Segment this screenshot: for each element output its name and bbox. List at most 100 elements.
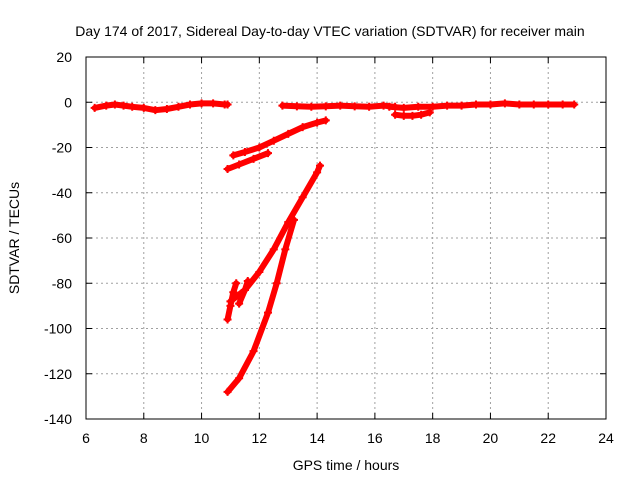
- x-tick-label: 10: [194, 430, 210, 446]
- data-point: [284, 129, 293, 138]
- data-point: [365, 102, 374, 111]
- data-point: [278, 101, 287, 110]
- data-point: [110, 100, 119, 109]
- data-point: [321, 116, 330, 125]
- y-tick-label: 0: [64, 94, 72, 110]
- x-tick-label: 16: [367, 430, 383, 446]
- data-point: [350, 102, 359, 111]
- axis-ticks: 6 8 10 12 14 16 18 20 22 24 20 0 -20 -40 -60 -80 -100 -12…: [44, 49, 614, 446]
- series-trace: [224, 150, 271, 172]
- x-tick-label: 14: [309, 430, 325, 446]
- x-tick-label: 18: [425, 430, 441, 446]
- x-tick-label: 22: [540, 430, 556, 446]
- y-tick-label: -100: [44, 321, 72, 337]
- data-series-8: [235, 276, 252, 308]
- data-point: [139, 103, 148, 112]
- data-point: [336, 101, 345, 110]
- data-point: [414, 102, 423, 111]
- data-point: [391, 110, 400, 119]
- data-point: [500, 99, 509, 108]
- data-point: [472, 100, 480, 109]
- data-point: [515, 100, 524, 109]
- data-point: [544, 100, 553, 109]
- data-point: [151, 106, 160, 115]
- x-tick-label: 20: [483, 430, 499, 446]
- data-point: [443, 101, 452, 110]
- data-point: [255, 143, 264, 152]
- data-point: [570, 100, 579, 109]
- data-point: [272, 279, 281, 288]
- data-point: [290, 215, 298, 224]
- data-point: [379, 101, 388, 110]
- data-point: [229, 151, 238, 160]
- data-series-1: [90, 99, 232, 115]
- data-point: [399, 111, 408, 120]
- y-tick-label: -60: [52, 230, 72, 246]
- data-series-5: [229, 116, 330, 160]
- y-tick-label: -140: [44, 411, 72, 427]
- data-point: [128, 102, 137, 111]
- data-point: [243, 276, 252, 285]
- data-point: [399, 103, 408, 112]
- data-point: [428, 102, 437, 111]
- data-point: [249, 154, 258, 163]
- x-axis-label: GPS time / hours: [293, 457, 400, 473]
- data-point: [298, 123, 307, 132]
- y-tick-label: 20: [56, 49, 72, 65]
- data-series-2: [278, 101, 400, 111]
- data-point: [174, 102, 183, 111]
- data-point: [313, 168, 322, 177]
- data-point: [235, 374, 244, 383]
- data-point: [90, 103, 99, 112]
- data-point: [240, 286, 249, 295]
- data-point: [264, 149, 272, 158]
- data-point: [232, 279, 241, 288]
- data-point: [249, 347, 258, 356]
- data-point: [235, 160, 244, 169]
- data-point: [529, 100, 538, 109]
- data-point: [264, 308, 272, 317]
- y-tick-label: -40: [52, 185, 72, 201]
- plot-frame: [85, 56, 607, 420]
- data-series-4: [385, 99, 579, 112]
- data-point: [162, 105, 171, 114]
- y-axis-label: SDTVAR / TECUs: [6, 182, 22, 294]
- x-tick-label: 12: [252, 430, 268, 446]
- series-trace: [230, 117, 329, 159]
- data-point: [457, 101, 466, 110]
- grid: [86, 57, 606, 419]
- data-point: [223, 315, 232, 324]
- data-point: [385, 102, 394, 111]
- data-point: [102, 101, 111, 110]
- data-point: [226, 301, 235, 310]
- data-point: [281, 245, 290, 254]
- data-series-9: [223, 279, 241, 324]
- data-series: [90, 99, 579, 396]
- data-point: [298, 193, 307, 202]
- data-point: [321, 102, 330, 111]
- data-point: [408, 111, 417, 120]
- x-tick-label: 24: [598, 430, 614, 446]
- data-point: [292, 102, 301, 111]
- data-series-10: [223, 215, 298, 396]
- series-trace: [224, 280, 240, 323]
- data-point: [313, 118, 322, 127]
- data-point: [223, 387, 232, 396]
- data-point: [240, 148, 249, 157]
- data-point: [229, 288, 238, 297]
- y-tick-label: -120: [44, 366, 72, 382]
- data-point: [417, 110, 426, 119]
- data-point: [307, 102, 316, 111]
- data-point: [486, 100, 495, 109]
- data-point: [119, 101, 128, 110]
- data-point: [316, 161, 324, 170]
- data-point: [255, 267, 264, 276]
- data-point: [223, 100, 232, 109]
- data-point: [558, 100, 567, 109]
- data-point: [269, 245, 278, 254]
- data-point: [269, 136, 278, 145]
- x-tick-label: 6: [82, 430, 90, 446]
- data-point: [197, 99, 206, 108]
- y-tick-label: -80: [52, 275, 72, 291]
- x-tick-label: 8: [140, 430, 148, 446]
